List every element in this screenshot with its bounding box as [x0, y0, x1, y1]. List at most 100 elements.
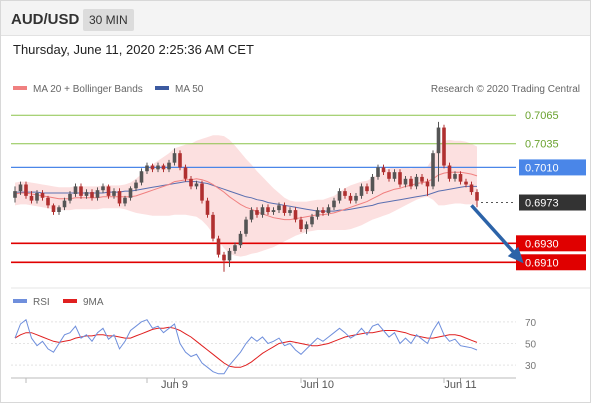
candle — [79, 183, 83, 199]
rsi-ma-line — [14, 326, 478, 368]
candle-body — [139, 171, 144, 183]
candle — [189, 175, 193, 190]
candle-body — [365, 186, 369, 192]
candle-body — [398, 172, 402, 185]
candle — [123, 195, 127, 207]
candle-body — [167, 162, 171, 170]
candle-body — [18, 184, 23, 192]
interval-badge[interactable]: 30 MIN — [83, 9, 134, 31]
candle — [112, 188, 116, 199]
candle-body — [222, 254, 226, 261]
candle-body — [106, 186, 111, 196]
chart-header: AUD/USD 30 MIN — [1, 1, 590, 36]
candle — [101, 183, 105, 194]
copyright-text: Research © 2020 Trading Central — [431, 84, 580, 95]
candle-body — [321, 210, 325, 213]
candle-body — [183, 167, 188, 179]
candle-body — [117, 191, 122, 204]
x-tick-label: Jun 10 — [301, 379, 334, 391]
candle — [18, 181, 23, 195]
candle — [365, 183, 369, 194]
rsi-ma-legend-label: 9MA — [83, 297, 104, 308]
candle — [227, 248, 232, 268]
candle — [13, 186, 17, 203]
candle — [40, 190, 45, 201]
candle-body — [260, 207, 265, 215]
candle — [271, 207, 276, 215]
candle — [277, 202, 281, 213]
candle — [403, 175, 408, 188]
candle-body — [200, 183, 204, 201]
candle — [68, 191, 72, 204]
resistance-2-label: 0.7065 — [525, 110, 559, 122]
candle — [222, 251, 226, 272]
candle-body — [194, 183, 199, 187]
symbol-title: AUD/USD — [11, 11, 80, 28]
rsi-legend-swatch — [13, 299, 27, 303]
candle-body — [255, 210, 259, 215]
candle-body — [227, 250, 232, 261]
candle-body — [249, 210, 254, 220]
candle — [398, 169, 402, 188]
rsi-legend-label: RSI — [33, 297, 50, 308]
ma20-legend-swatch — [13, 86, 27, 90]
candle — [442, 124, 446, 169]
candle — [51, 203, 56, 215]
pivot-label: 0.7010 — [525, 162, 559, 174]
price-legend: MA 20 + Bollinger Bands MA 50 Research ©… — [13, 84, 580, 95]
last-price-tag — [519, 194, 586, 211]
candle-body — [189, 178, 193, 187]
candle-body — [288, 210, 292, 213]
candle-body — [469, 184, 474, 193]
candle — [150, 163, 155, 173]
candle — [431, 150, 435, 190]
candle — [117, 188, 122, 207]
candle — [62, 197, 67, 211]
rsi-line — [14, 318, 478, 375]
candle — [288, 207, 292, 216]
candle — [156, 162, 160, 173]
candle-body — [178, 153, 182, 168]
candle-body — [370, 176, 375, 192]
candle-body — [326, 207, 331, 213]
candle — [73, 183, 78, 197]
candle — [376, 164, 380, 180]
candle-body — [348, 195, 353, 201]
candle-body — [40, 193, 45, 198]
candle-body — [95, 190, 100, 198]
candle — [255, 207, 259, 218]
candle — [244, 216, 248, 237]
candle-body — [29, 195, 34, 201]
candle-body — [205, 200, 210, 215]
rsi-legend: RSI 9MA — [13, 297, 104, 308]
candle — [167, 159, 171, 173]
x-tick-label: Jun 9 — [161, 379, 188, 391]
candle — [315, 207, 320, 220]
candle — [200, 180, 204, 204]
candle — [299, 216, 303, 232]
candle-body — [332, 200, 336, 208]
candle-body — [436, 127, 441, 154]
candle — [95, 187, 100, 201]
x-axis-ticks: Jun 9 Jun 10 Jun 11 — [25, 378, 477, 391]
candle-body — [458, 174, 463, 182]
candle-body — [337, 191, 342, 201]
candle — [46, 195, 50, 209]
candle-body — [112, 191, 116, 196]
candle — [35, 190, 39, 204]
candle-body — [359, 186, 364, 196]
forecast-arrow-shaft — [470, 204, 523, 262]
candle — [343, 188, 347, 199]
candle — [469, 181, 474, 195]
resistance-1-label: 0.7035 — [525, 139, 559, 151]
candle — [260, 204, 265, 218]
candle-body — [51, 205, 56, 212]
candle — [266, 204, 270, 215]
candle — [233, 242, 237, 254]
candle-body — [46, 197, 50, 206]
candle — [332, 197, 336, 211]
rsi-plot-area: 70 50 30 — [11, 318, 537, 375]
candle-body — [304, 224, 309, 230]
